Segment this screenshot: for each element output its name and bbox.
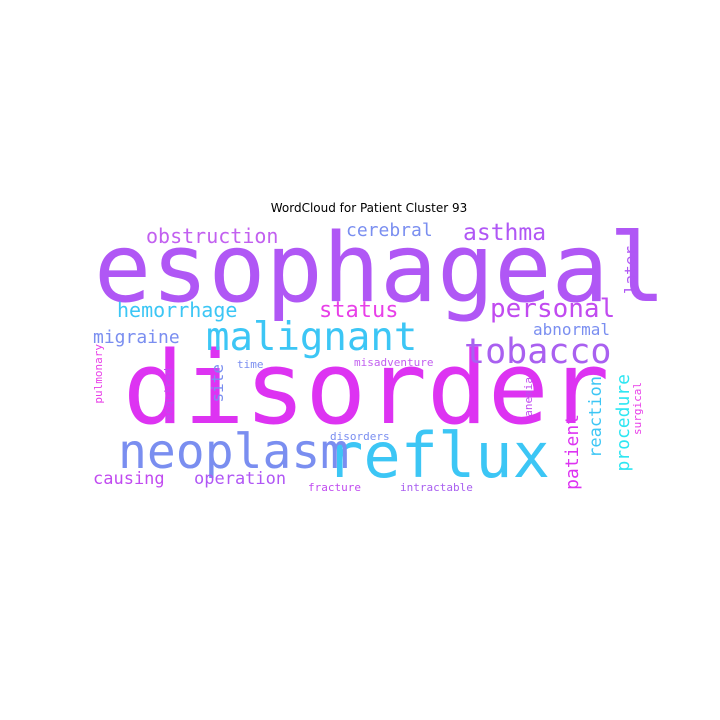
word-misadventure: misadventure: [354, 356, 434, 369]
word-abnormal: abnormal: [533, 320, 611, 339]
word-status: status: [319, 298, 399, 323]
word-cerebral: cerebral: [346, 220, 433, 241]
word-surgical: surgical: [631, 382, 644, 435]
word-reflux: reflux: [326, 419, 550, 492]
word-migraine: migraine: [93, 327, 180, 348]
word-obstruction: obstruction: [146, 224, 279, 248]
word-malignant: malignant: [206, 315, 418, 360]
word-esophageal: esophageal: [94, 214, 666, 324]
word-acquired: acquired: [162, 368, 175, 421]
word-personal: personal: [490, 294, 616, 324]
word-later: later: [621, 246, 640, 295]
word-anemia: anemia: [522, 377, 535, 417]
word-operation: operation: [194, 469, 287, 489]
word-disorder: disorder: [123, 329, 610, 447]
word-reaction: reaction: [586, 376, 606, 458]
word-disorders: disorders: [330, 430, 390, 443]
word-pulmonary: pulmonary: [92, 344, 105, 404]
word-time: time: [237, 358, 264, 371]
word-tobacco: tobacco: [464, 332, 612, 372]
word-intractable: intractable: [400, 481, 473, 494]
word-asthma: asthma: [463, 220, 547, 246]
word-neoplasm: neoplasm: [118, 424, 350, 480]
word-site: site: [208, 364, 227, 403]
word-causing: causing: [93, 469, 165, 489]
word-cloud: esophageal disorder reflux neoplasm mali…: [90, 220, 666, 497]
word-hemorrhage: hemorrhage: [117, 298, 238, 322]
chart-title: WordCloud for Patient Cluster 93: [270, 201, 468, 215]
word-patient: patient: [562, 414, 583, 490]
word-fracture: fracture: [308, 481, 361, 494]
